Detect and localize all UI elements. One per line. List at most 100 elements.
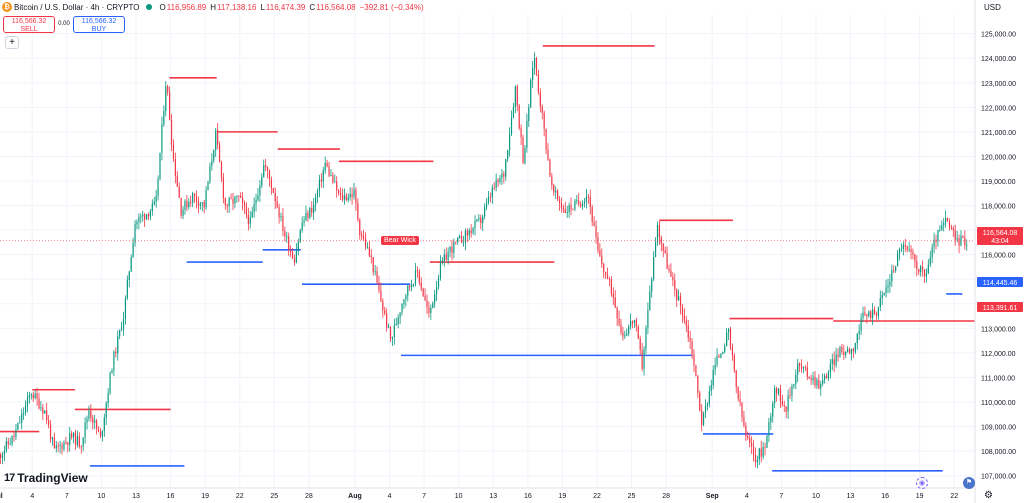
candle-body [931, 247, 933, 258]
candle-body [850, 348, 853, 354]
candle-body [293, 258, 296, 263]
candle-body [491, 187, 493, 198]
candle-body [697, 376, 699, 393]
candle-body [76, 436, 79, 445]
candle-body [954, 230, 956, 240]
candle-body [241, 197, 244, 203]
flag-icon[interactable]: ⚑ [963, 477, 975, 489]
candle-body [51, 437, 54, 440]
price-axis[interactable]: 107,000.00 108,000.00 109,000.00 110,000.00… [981, 32, 1016, 481]
candle-body [165, 86, 167, 112]
candle-body [908, 249, 910, 250]
candle-body [364, 238, 367, 248]
candle-body [345, 195, 347, 200]
candle-body [414, 270, 417, 285]
candle-body [30, 394, 32, 396]
price-tick: 111,000.00 [981, 375, 1015, 382]
candle-body [783, 404, 785, 407]
candle-body [895, 266, 897, 271]
candle-body [741, 402, 743, 417]
candle-body [314, 197, 317, 205]
candle-body [92, 417, 94, 423]
candle-body [528, 107, 530, 121]
candle-body [472, 227, 474, 234]
buy-button[interactable]: 116,566.32 BUY [73, 16, 125, 33]
candle-body [873, 309, 876, 315]
grid [0, 14, 975, 488]
candle-body [564, 209, 566, 214]
red-price-badge: 113,391.61 [983, 305, 1018, 312]
candle-body [453, 241, 455, 253]
candle-body [282, 215, 284, 232]
candle-body [17, 422, 19, 430]
candle-body [236, 195, 238, 197]
candle-body [678, 296, 680, 301]
candle-body [339, 193, 342, 195]
price-tick: 110,000.00 [981, 400, 1016, 407]
candle-body [42, 407, 44, 414]
candle-body [422, 288, 424, 297]
candle-body [426, 300, 428, 308]
candle-body [119, 329, 121, 337]
candle-body [608, 278, 611, 280]
tradingview-logo[interactable]: 17 TradingView [4, 471, 88, 485]
candle-body [896, 253, 899, 267]
candle-body [829, 363, 831, 373]
candle-body [868, 311, 870, 316]
candle-body [898, 249, 901, 254]
candle-body [881, 294, 883, 299]
price-tick: 124,000.00 [981, 56, 1016, 63]
candle-body [645, 327, 647, 350]
candle-body [280, 215, 282, 218]
candle-body [26, 397, 29, 406]
current-price-badge: 116,564.08 [983, 230, 1018, 237]
candle-body [791, 385, 793, 396]
candle-body [416, 270, 418, 272]
candle-body [720, 354, 722, 358]
candle-body [303, 220, 305, 223]
candle-body [313, 204, 315, 213]
candle-body [455, 241, 457, 243]
candle-body [334, 181, 336, 183]
candle-body [722, 351, 724, 355]
candle-body [407, 285, 409, 296]
candle-body [706, 403, 709, 406]
candle-body [756, 459, 758, 463]
candle-body [161, 124, 163, 153]
candle-body [439, 261, 442, 279]
market-status-icon [145, 4, 152, 10]
eye-icon[interactable]: ◉ [916, 477, 928, 489]
candle-body [403, 299, 405, 304]
time-axis[interactable]: Jul 4 7 10 13 16 19 22 25 28 Aug 4 7 10 13 16 19 22 25 28 Se… [0, 493, 958, 500]
sell-button[interactable]: 116,566.32 SELL [3, 16, 55, 33]
candle-body [668, 268, 670, 271]
candle-body [11, 435, 13, 445]
candle-body [731, 347, 734, 356]
candle-body [5, 441, 7, 451]
candle-body [918, 268, 920, 273]
candle-body [405, 295, 407, 300]
candle-body [695, 365, 697, 377]
candle-body [487, 196, 490, 203]
candle-body [322, 170, 324, 182]
candle-body [866, 314, 868, 316]
symbol-title[interactable]: Bitcoin / U.S. Dollar · 4h · CRYPTO [14, 2, 140, 12]
candle-body [451, 246, 453, 253]
time-tick: Sep [706, 493, 719, 500]
currency-selector[interactable]: USD [984, 3, 1001, 12]
price-tick: 123,000.00 [981, 81, 1016, 88]
candle-body [777, 388, 780, 394]
add-indicator-button[interactable]: + [5, 36, 19, 49]
gear-icon[interactable]: ⚙ [984, 490, 993, 501]
candle-body [827, 372, 830, 379]
candle-body [503, 173, 505, 177]
time-tick: 13 [847, 493, 855, 500]
candle-body [218, 144, 221, 162]
time-tick: Jul [0, 493, 3, 500]
time-tick: 10 [455, 493, 463, 500]
candle-body [887, 285, 889, 288]
candle-body [658, 224, 661, 238]
candle-body [201, 202, 203, 204]
current-price-badge-bg [977, 227, 1023, 245]
